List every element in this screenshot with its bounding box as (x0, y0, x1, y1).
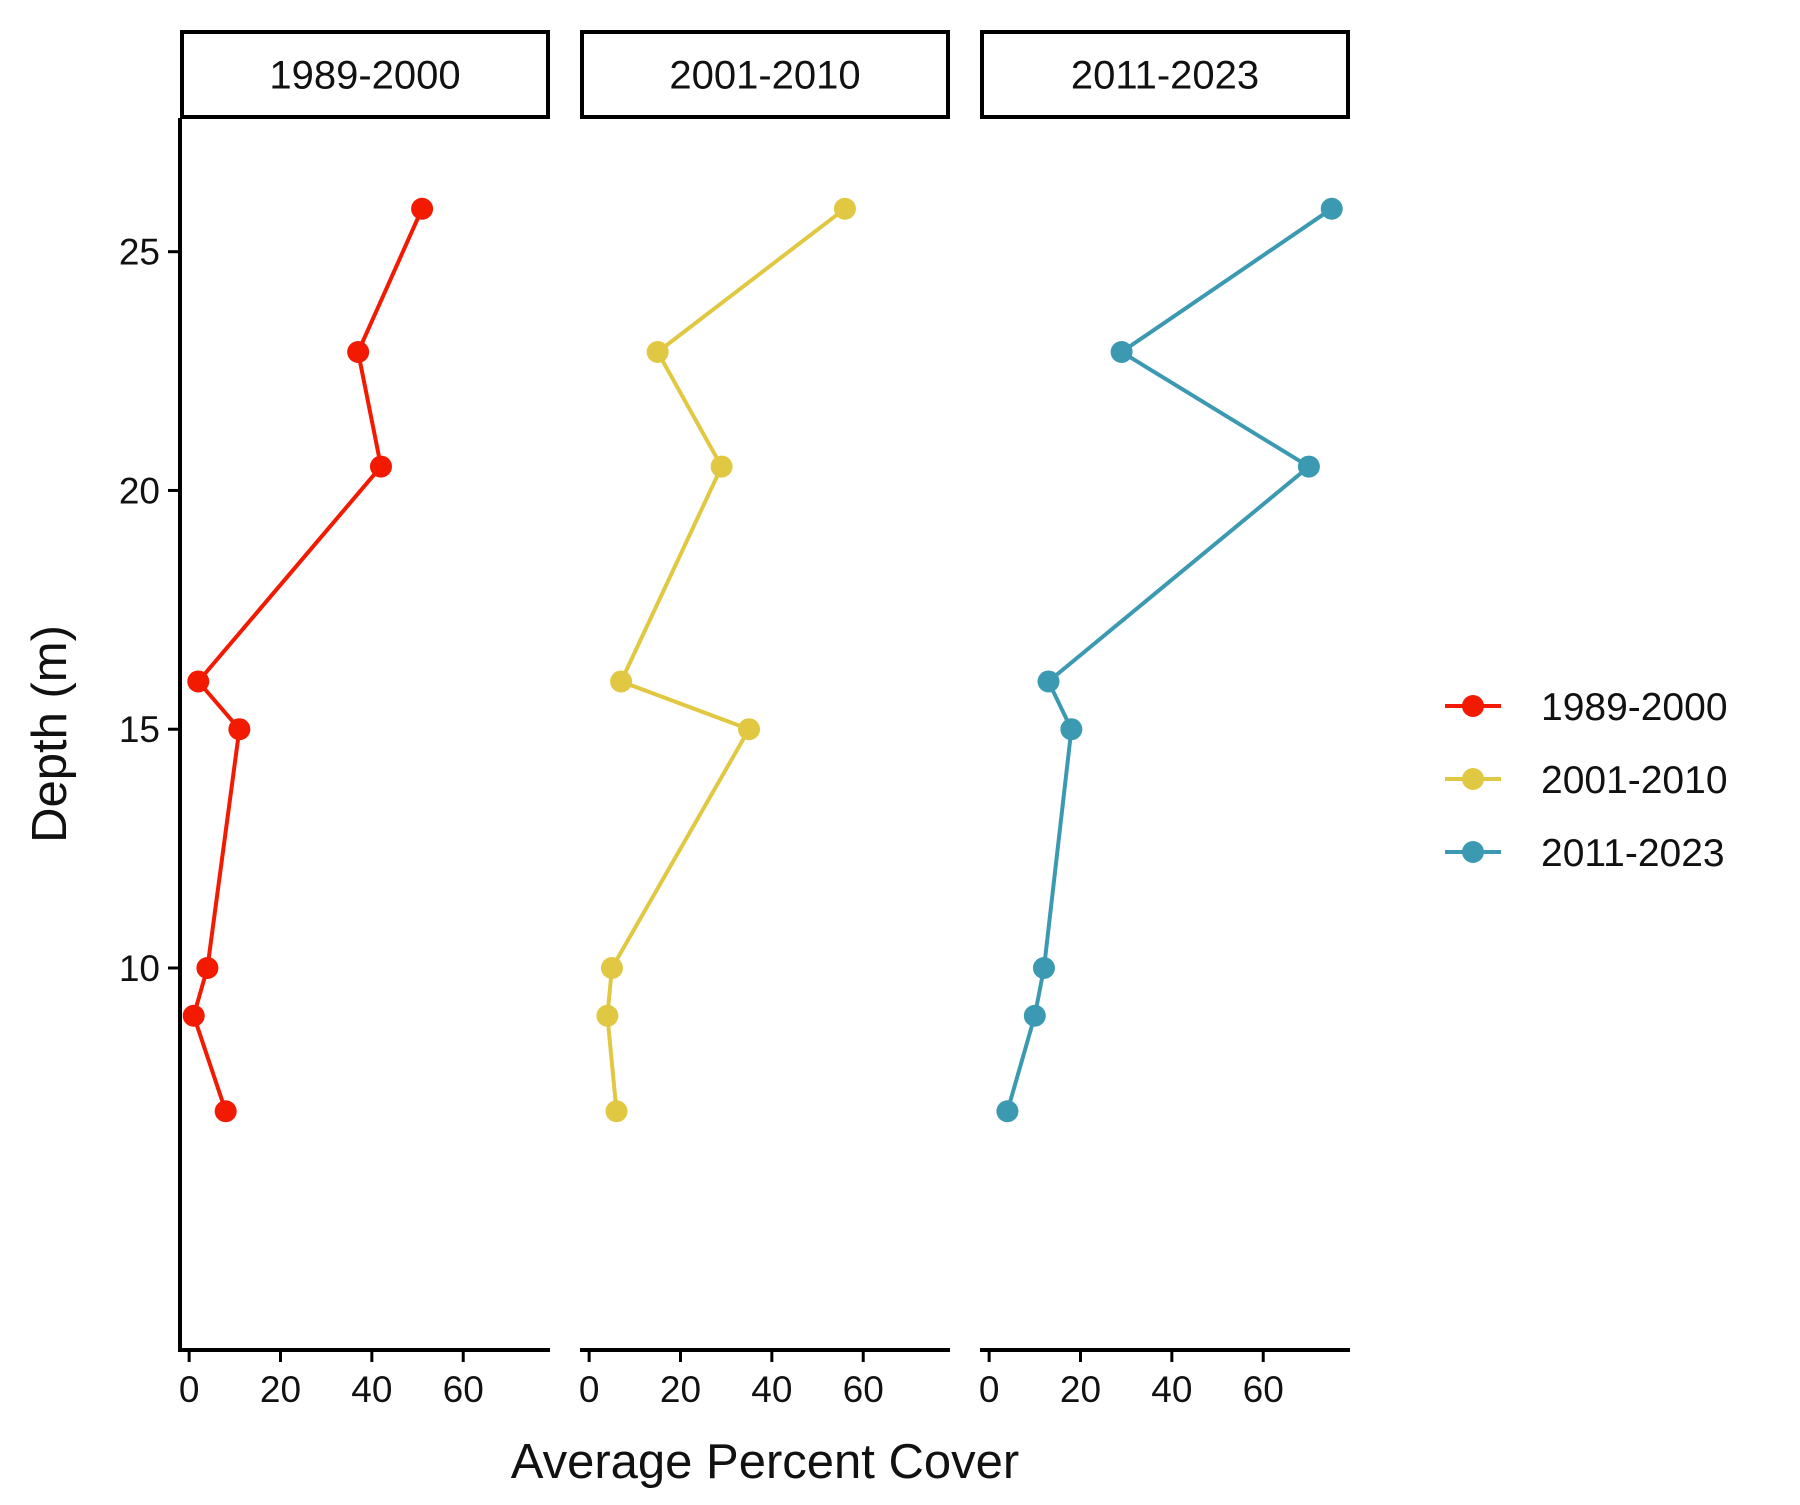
data-point (1032, 956, 1055, 979)
facet-strip-box (980, 30, 1350, 119)
x-tick-label: 40 (351, 1369, 392, 1410)
x-tick-label: 60 (1243, 1369, 1284, 1410)
data-point (187, 670, 210, 693)
facet-strip-label: 1989-2000 (269, 54, 460, 98)
data-point (996, 1100, 1019, 1123)
data-point (411, 197, 434, 220)
y-axis: 10 15 20 25 (119, 118, 182, 1352)
data-point (710, 455, 733, 478)
data-point (1320, 197, 1343, 220)
facet-panel-2: 2001-2010 0 20 40 60 (579, 30, 950, 1410)
x-tick-label: 0 (179, 1369, 200, 1410)
series-line (605, 207, 847, 1112)
legend-key-point (1462, 695, 1484, 717)
data-point (605, 1100, 628, 1123)
x-tick-label: 40 (1151, 1369, 1192, 1410)
legend-item: 2011-2023 (1445, 832, 1725, 875)
x-tick-label: 0 (979, 1369, 1000, 1410)
data-point (182, 1004, 205, 1027)
data-point (347, 340, 370, 363)
y-tick-label: 15 (119, 709, 160, 750)
data-point (610, 670, 633, 693)
y-tick-label: 10 (119, 948, 160, 989)
legend-label: 2011-2023 (1541, 832, 1725, 875)
data-point (1037, 670, 1060, 693)
facet-panel-3: 2011-2023 0 20 40 60 (979, 30, 1350, 1410)
facet-strip-box (580, 30, 950, 119)
x-tick-label: 40 (751, 1369, 792, 1410)
x-tick-label: 20 (1060, 1369, 1101, 1410)
data-point (369, 455, 392, 478)
data-point (596, 1004, 619, 1027)
facet-strip-box (180, 30, 550, 119)
legend-key-point (1462, 841, 1484, 863)
data-point (1023, 1004, 1046, 1027)
x-axis-title: Average Percent Cover (511, 1435, 1019, 1489)
y-tick-label: 25 (119, 232, 160, 273)
legend: 1989-2000 2001-2010 2011-2023 (1445, 686, 1728, 875)
facet-panel-1: 1989-2000 0 20 40 60 (179, 30, 550, 1410)
series-line (191, 207, 424, 1112)
x-tick-label: 20 (660, 1369, 701, 1410)
legend-key-point (1462, 768, 1484, 790)
facet-strip-label: 2001-2010 (669, 54, 860, 98)
y-axis-title: Depth (m) (23, 625, 77, 843)
data-point (646, 340, 669, 363)
data-point (214, 1100, 237, 1123)
x-tick-label: 0 (579, 1369, 600, 1410)
facet-strip-label: 2011-2023 (1071, 54, 1259, 98)
legend-label: 1989-2000 (1541, 686, 1728, 729)
y-tick-label: 20 (119, 470, 160, 511)
data-point (228, 718, 251, 741)
legend-item: 2001-2010 (1445, 759, 1728, 802)
data-point (1110, 340, 1133, 363)
data-point (833, 197, 856, 220)
data-point (196, 956, 219, 979)
x-tick-label: 60 (443, 1369, 484, 1410)
x-tick-label: 20 (260, 1369, 301, 1410)
data-point (600, 956, 623, 979)
series-line (1005, 207, 1333, 1112)
data-point (1060, 718, 1083, 741)
data-point (1297, 455, 1320, 478)
data-point (738, 718, 761, 741)
legend-label: 2001-2010 (1541, 759, 1728, 802)
legend-item: 1989-2000 (1445, 686, 1728, 729)
x-tick-label: 60 (843, 1369, 884, 1410)
